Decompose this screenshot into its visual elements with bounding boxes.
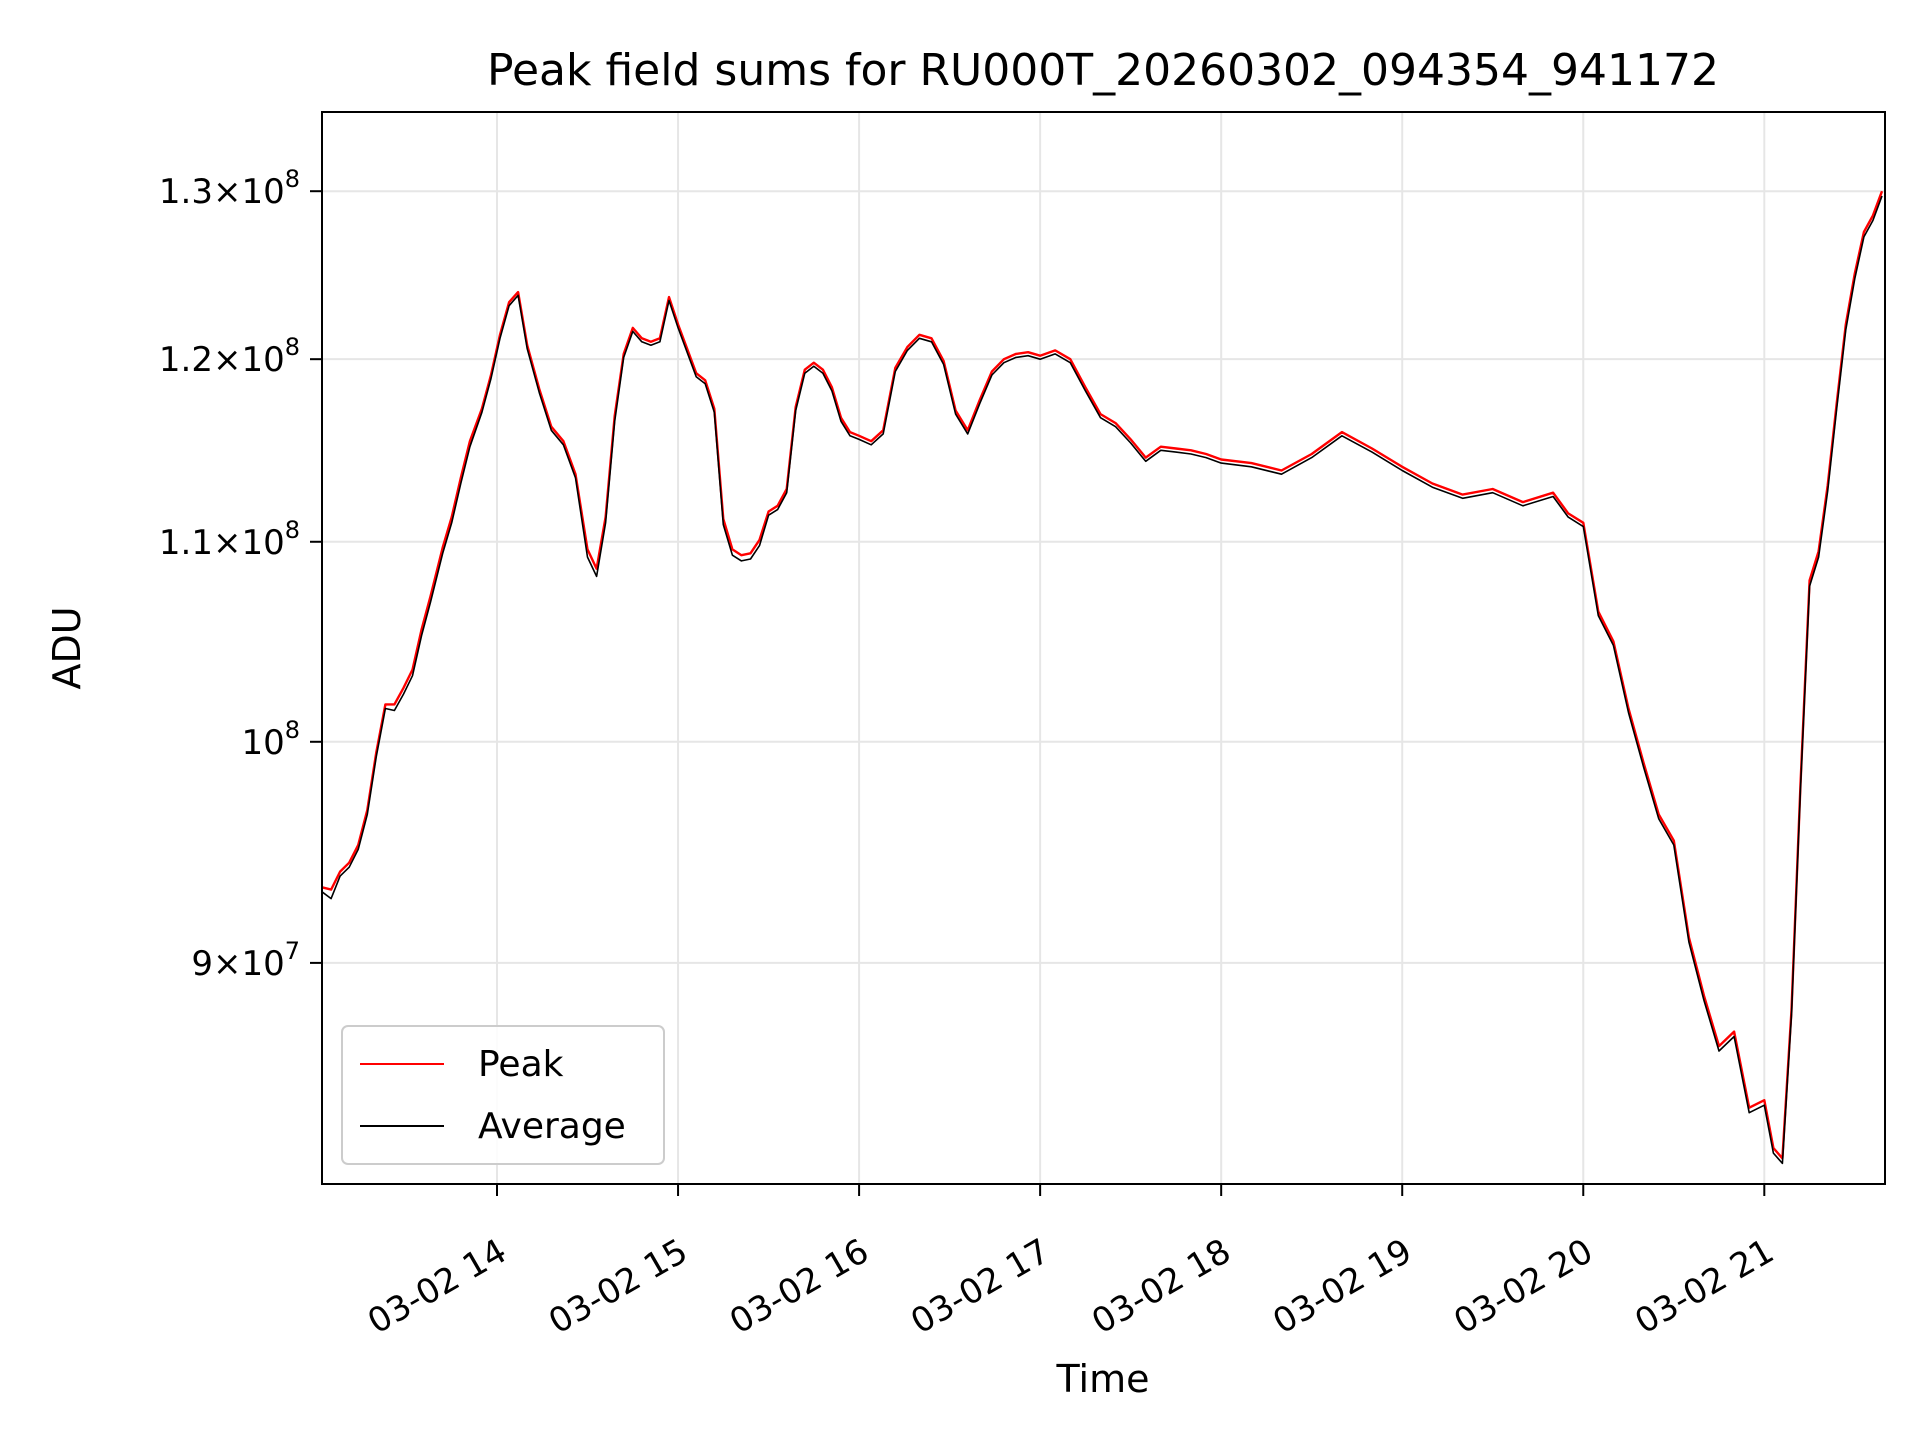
y-tick-exponent: 8	[285, 165, 300, 193]
y-tick-base: 9×10	[191, 944, 284, 984]
y-tick-base: 1.1×10	[159, 523, 285, 563]
legend: Peak Average	[341, 1025, 665, 1165]
y-tick-exponent: 8	[285, 333, 300, 361]
y-tick-label: 9×107	[191, 937, 300, 984]
series-line-peak	[321, 190, 1884, 1160]
y-tick-label: 1.3×108	[159, 165, 300, 212]
y-tick-label: 1.2×108	[159, 333, 300, 380]
series-line-average	[321, 195, 1883, 1165]
legend-box	[341, 1025, 665, 1165]
grid	[322, 112, 1885, 1184]
y-tick-base: 1.2×10	[159, 340, 285, 380]
y-tick-exponent: 8	[285, 516, 300, 544]
x-axis-label: Time	[1056, 1357, 1150, 1401]
legend-label-peak: Peak	[478, 1044, 564, 1085]
y-axis-label: ADU	[45, 606, 89, 689]
plot-frame	[321, 111, 1886, 1185]
y-tick-exponent: 7	[285, 937, 300, 965]
y-tick-exponent: 8	[285, 716, 300, 744]
series-layer	[321, 190, 1884, 1165]
chart-title: Peak field sums for RU000T_20260302_0943…	[487, 45, 1719, 96]
y-tick-base: 1.3×10	[159, 172, 285, 212]
y-tick-base: 10	[241, 723, 284, 763]
y-tick-label: 1.1×108	[159, 516, 300, 563]
legend-label-average: Average	[478, 1106, 626, 1147]
y-tick-label: 108	[241, 716, 300, 763]
